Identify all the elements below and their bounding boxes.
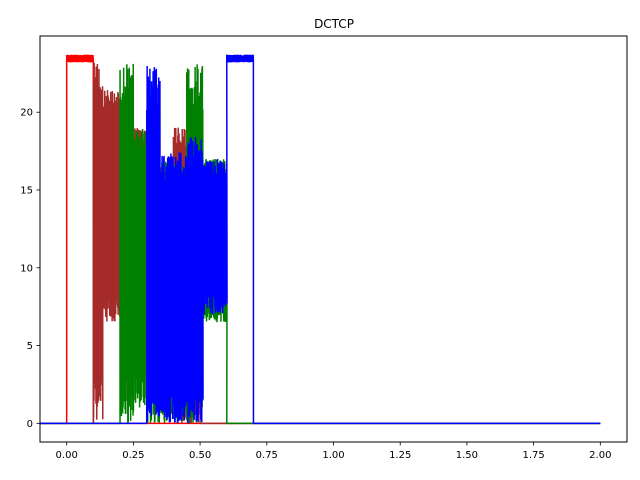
- y-tick-label: 5: [27, 341, 33, 352]
- x-tick-label: 0.75: [256, 450, 278, 461]
- x-tick-label: 1.00: [322, 450, 344, 461]
- series-3-line: [40, 54, 601, 425]
- series-0-path: [40, 54, 601, 425]
- series-3-path: [40, 54, 601, 425]
- x-tick-label: 2.00: [589, 450, 611, 461]
- series-0-line: [40, 54, 601, 425]
- x-tick-label: 1.75: [522, 450, 544, 461]
- y-axis-ticks: 0 5 10 15 20: [20, 108, 40, 430]
- x-tick-label: 0.00: [56, 450, 78, 461]
- axes-frame: [39, 35, 628, 443]
- y-tick-label: 0: [27, 419, 33, 430]
- x-tick-label: 1.25: [389, 450, 411, 461]
- x-axis-ticks: 0.00 0.25 0.50 0.75 1.00 1.25 1.50 1.75 2.00: [56, 442, 611, 461]
- y-tick-label: 20: [20, 108, 33, 119]
- plot-area: [40, 54, 601, 425]
- x-tick-label: 1.50: [456, 450, 478, 461]
- x-tick-label: 0.25: [122, 450, 144, 461]
- x-tick-label: 0.50: [189, 450, 211, 461]
- y-tick-label: 10: [20, 263, 33, 274]
- chart-title: DCTCP: [314, 17, 354, 31]
- y-tick-label: 15: [20, 186, 33, 197]
